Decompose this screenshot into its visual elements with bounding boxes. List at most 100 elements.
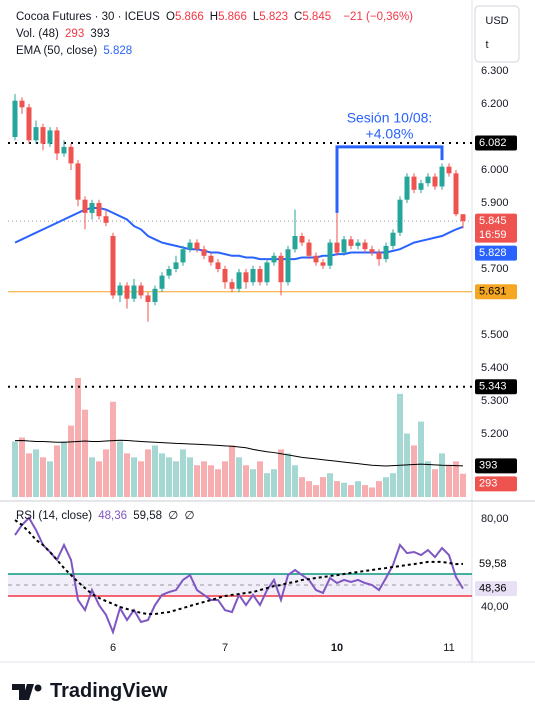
rsi-name: RSI (14, close) [16, 510, 93, 522]
candle-body [103, 216, 109, 223]
volume-bar [124, 453, 130, 497]
logo-shape [12, 683, 34, 700]
volume-bar [166, 457, 172, 497]
ohlc-value: 5.823 [259, 11, 289, 23]
rsi-ma-label-box [475, 556, 517, 572]
volume-bar [390, 473, 396, 497]
volume-bar [362, 485, 368, 497]
candle-body [236, 272, 242, 289]
candle-body [264, 262, 270, 283]
candle-body [215, 262, 221, 269]
candle-body [334, 242, 340, 253]
candle-body [166, 269, 172, 276]
volume-bar [334, 481, 340, 497]
candle-body [320, 262, 326, 266]
volume-bar [341, 482, 347, 497]
annotation-text: Sesión 10/08: [347, 110, 433, 126]
candle-body [54, 130, 60, 154]
header-line-1: Cocoa Futures · 30 · ICEUS O5.866 H5.866 L… [16, 11, 416, 23]
brand: TradingView [12, 680, 167, 703]
candle-body [145, 295, 151, 302]
volume-ma-line [14, 439, 464, 467]
y-tick-label: 6.000 [481, 164, 509, 176]
currency-button[interactable] [474, 5, 520, 63]
candle-body [425, 176, 431, 184]
rsi-extra: ∅ [184, 510, 195, 522]
candle-body [404, 176, 410, 200]
volume-bar [313, 485, 319, 497]
volume-bar [299, 477, 305, 497]
volume-bar [285, 453, 291, 497]
volume-bar [306, 481, 312, 497]
candle-body [159, 275, 165, 289]
candle-body [96, 203, 102, 217]
volume-bar [271, 469, 277, 497]
candle-body [110, 236, 116, 296]
header-volume: Vol. (48) 293 393 [16, 28, 113, 40]
rsi-label-box [475, 581, 517, 597]
volume-bar [47, 461, 53, 497]
volume-ma-value: 393 [90, 28, 110, 40]
volume-label: 293 [479, 478, 497, 490]
logo-dot [34, 684, 42, 691]
annotation-bracket [335, 145, 444, 213]
price-line-label-box [475, 135, 517, 151]
candle-body [285, 249, 291, 283]
y-tick-label: 5.200 [481, 428, 509, 440]
rsi-ma-value: 59,58 [133, 510, 163, 522]
countdown: 16:59 [479, 229, 507, 241]
candle-body [33, 127, 39, 141]
volume-ma-label-box [475, 458, 517, 474]
y-tick-label: 5.400 [481, 362, 509, 374]
volume-bar [159, 453, 165, 497]
ohlc-value: 5.866 [174, 11, 204, 23]
header-rsi: RSI (14, close) 48,36 59,58 ∅ ∅ [16, 508, 198, 522]
ohlc-label: O [166, 11, 175, 23]
brand-name: TradingView [50, 680, 168, 702]
candle-body [61, 146, 67, 154]
volume-bar [201, 461, 207, 497]
volume-bar [96, 461, 102, 497]
price-line-label: 6.082 [479, 137, 507, 149]
candle-body [411, 176, 417, 190]
candle-body [313, 255, 319, 263]
candle-body [68, 146, 74, 164]
candle-body [75, 163, 81, 200]
candle-body [278, 255, 284, 283]
volume-bar [369, 487, 375, 497]
candle-body [201, 249, 207, 256]
candle-body [26, 107, 32, 141]
rsi-extra: ∅ [168, 510, 179, 522]
candle-body [418, 183, 424, 190]
rsi-label: 48,36 [479, 583, 507, 595]
ohlc-label: H [209, 11, 219, 23]
rsi-tick-label: 80,00 [481, 513, 509, 525]
rsi-tick-label: 40,00 [481, 601, 509, 613]
candle-body [194, 242, 200, 250]
candle-body [12, 100, 18, 137]
volume-bar [89, 457, 95, 497]
price-line-label: 5.343 [479, 381, 507, 393]
x-tick-label: 11 [443, 642, 454, 654]
volume-bar [425, 461, 431, 497]
volume-bar [173, 461, 179, 497]
candle-body [390, 232, 396, 246]
ohlc-item: L5.823 [253, 11, 291, 23]
candle-body [173, 262, 179, 269]
volume-bar [26, 453, 32, 497]
candle-body [306, 242, 312, 256]
volume-bar [215, 469, 221, 497]
volume-name: Vol. (48) [16, 28, 59, 40]
volume-bar [355, 481, 361, 497]
candle-body [299, 236, 305, 243]
symbol: Cocoa Futures · 30 · ICEUS [16, 11, 160, 23]
x-tick-label: 6 [110, 642, 116, 654]
volume-bar [460, 473, 466, 497]
volume-bar [229, 445, 235, 497]
volume-bar [418, 421, 424, 497]
y-tick-label: 5.700 [481, 263, 509, 275]
candle-body [453, 173, 459, 215]
volume-bar [194, 465, 200, 497]
